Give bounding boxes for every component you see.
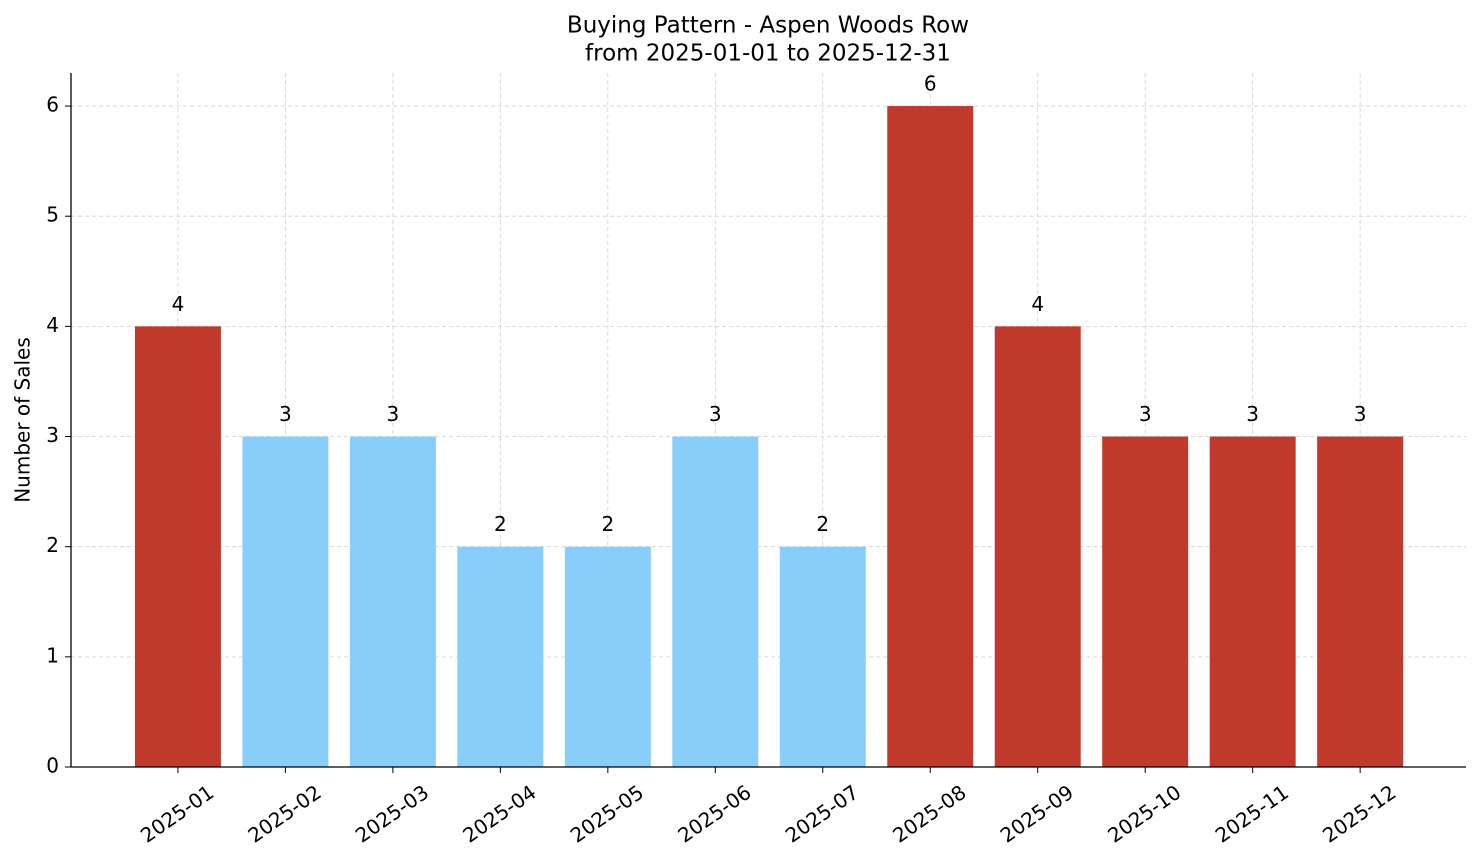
- data-label: 4: [172, 292, 185, 316]
- bar: [457, 546, 544, 767]
- data-label: 6: [924, 72, 937, 96]
- x-tick-label: 2025-07: [781, 780, 863, 848]
- x-tick-label: 2025-04: [458, 780, 540, 848]
- y-tick-label: 4: [46, 313, 59, 337]
- y-tick-label: 2: [46, 533, 59, 557]
- data-label: 2: [494, 512, 507, 536]
- data-label: 2: [816, 512, 829, 536]
- data-label: 3: [709, 402, 722, 426]
- bar: [1102, 436, 1189, 767]
- bar: [779, 546, 866, 767]
- bar: [994, 326, 1081, 767]
- y-tick-label: 6: [46, 93, 59, 117]
- data-label: 2: [601, 512, 614, 536]
- x-tick-label: 2025-01: [136, 780, 218, 848]
- data-label: 3: [1139, 402, 1152, 426]
- data-label: 3: [1354, 402, 1367, 426]
- bar: [672, 436, 759, 767]
- x-tick-label: 2025-03: [351, 780, 433, 848]
- x-tick-label: 2025-05: [566, 780, 648, 848]
- data-label: 3: [1246, 402, 1259, 426]
- y-tick-label: 1: [46, 643, 59, 667]
- data-label: 3: [279, 402, 292, 426]
- x-tick-label: 2025-02: [243, 780, 325, 848]
- data-label: 3: [387, 402, 400, 426]
- y-tick-label: 3: [46, 423, 59, 447]
- chart-title: Buying Pattern - Aspen Woods Row: [567, 13, 969, 39]
- bar: [1209, 436, 1296, 767]
- bar: [564, 546, 651, 767]
- bar: [242, 436, 329, 767]
- y-axis-label: Number of Sales: [11, 337, 35, 503]
- bar: [887, 106, 974, 768]
- bar: [349, 436, 436, 767]
- bar: [134, 326, 221, 767]
- x-tick-label: 2025-06: [673, 780, 755, 848]
- data-label: 4: [1031, 292, 1044, 316]
- bar: [1317, 436, 1404, 767]
- x-tick-label: 2025-10: [1103, 780, 1185, 848]
- y-tick-label: 0: [46, 754, 59, 778]
- y-tick-label: 5: [46, 203, 59, 227]
- chart-subtitle: from 2025-01-01 to 2025-12-31: [585, 41, 951, 67]
- x-tick-label: 2025-12: [1318, 780, 1400, 848]
- x-tick-label: 2025-11: [1211, 780, 1293, 848]
- x-tick-label: 2025-08: [888, 780, 970, 848]
- x-tick-label: 2025-09: [996, 780, 1078, 848]
